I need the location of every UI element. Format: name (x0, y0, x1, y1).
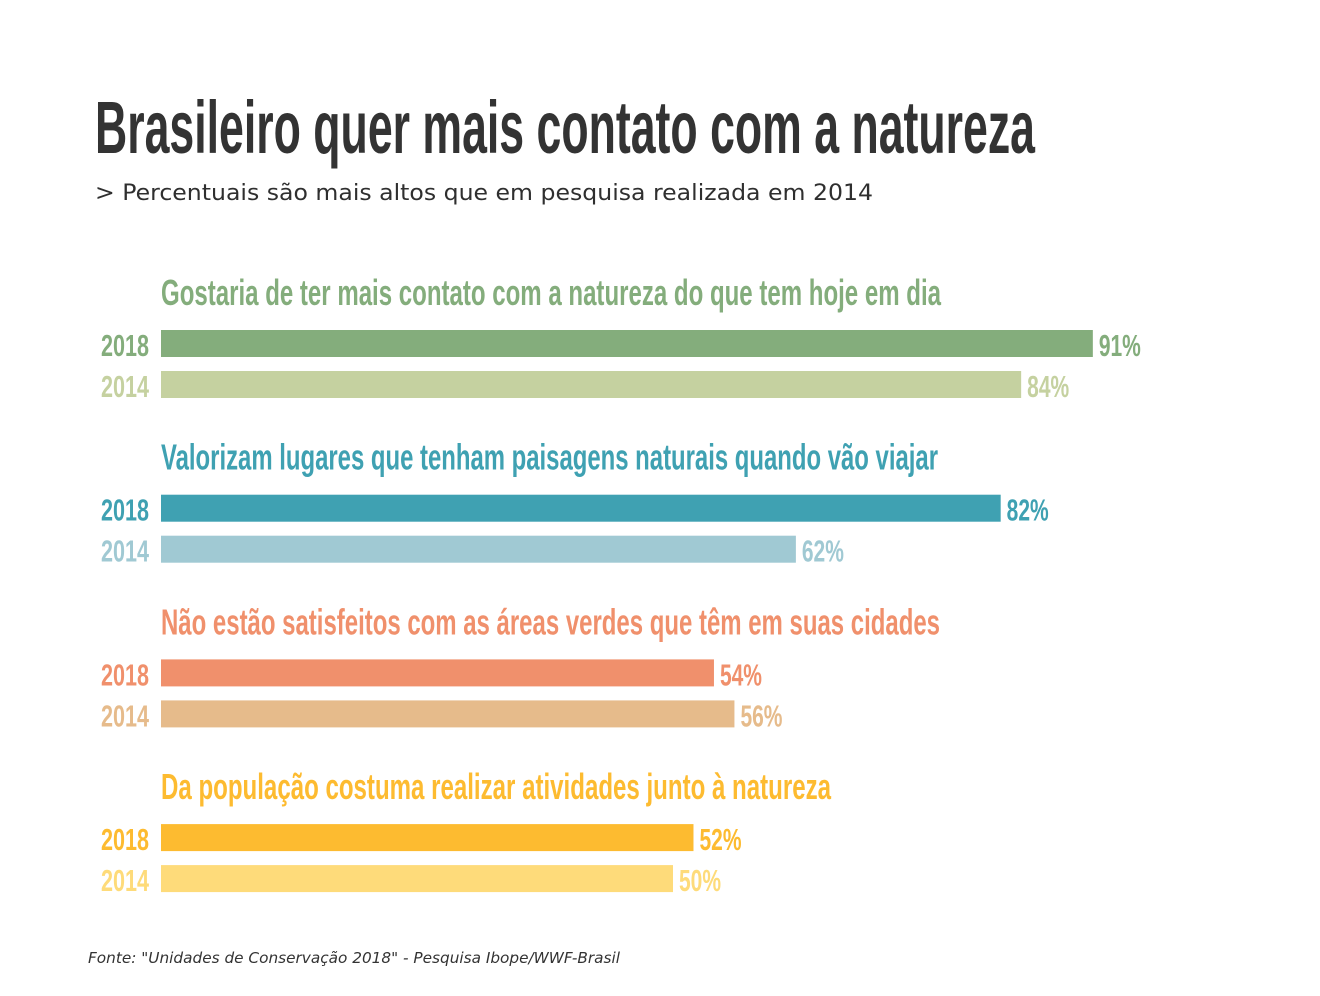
chart-subtitle: > Percentuais são mais altos que em pesq… (95, 181, 873, 206)
bar-2014 (161, 535, 796, 563)
value-label: 84% (1027, 369, 1069, 404)
year-label: 2018 (101, 493, 149, 528)
group-label: Valorizam lugares que tenham paisagens n… (161, 437, 938, 478)
bar-2014 (161, 700, 735, 728)
year-label: 2014 (101, 863, 150, 898)
year-label: 2018 (101, 822, 149, 857)
value-label: 56% (740, 698, 782, 733)
group-label: Gostaria de ter mais contato com a natur… (161, 272, 942, 313)
year-label: 2018 (101, 328, 149, 363)
year-label: 2018 (101, 657, 149, 692)
bar-2014 (161, 865, 673, 893)
bar-2014 (161, 371, 1022, 398)
bar-2018 (161, 494, 1001, 522)
group-label: Não estão satisfeitos com as áreas verde… (161, 601, 940, 642)
chart-title: Brasileiro quer mais contato com a natur… (95, 86, 1036, 169)
bar-2018 (161, 330, 1093, 357)
bar-groups: Gostaria de ter mais contato com a natur… (101, 272, 1141, 898)
value-label: 62% (802, 534, 844, 569)
bar-2018 (161, 659, 714, 687)
year-label: 2014 (101, 698, 150, 733)
year-label: 2014 (101, 534, 150, 569)
value-label: 91% (1099, 328, 1141, 363)
bar-2018 (161, 824, 694, 852)
source-note: Fonte: "Unidades de Conservação 2018" - … (88, 949, 621, 967)
value-label: 54% (720, 657, 762, 692)
value-label: 50% (679, 863, 721, 898)
year-label: 2014 (101, 369, 150, 404)
value-label: 82% (1007, 493, 1049, 528)
group-label: Da população costuma realizar atividades… (161, 766, 832, 807)
value-label: 52% (699, 822, 741, 857)
